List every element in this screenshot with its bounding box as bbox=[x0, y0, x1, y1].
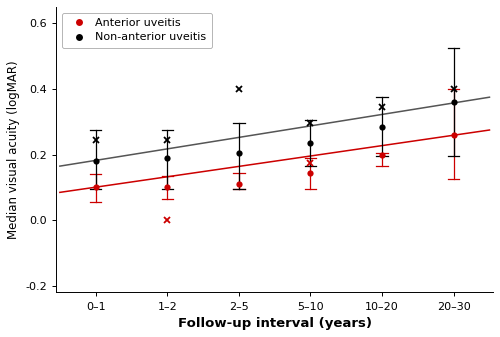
Legend: Anterior uveitis, Non-anterior uveitis: Anterior uveitis, Non-anterior uveitis bbox=[62, 12, 212, 48]
X-axis label: Follow-up interval (years): Follow-up interval (years) bbox=[178, 317, 372, 330]
Y-axis label: Median visual acuity (logMAR): Median visual acuity (logMAR) bbox=[7, 60, 20, 239]
